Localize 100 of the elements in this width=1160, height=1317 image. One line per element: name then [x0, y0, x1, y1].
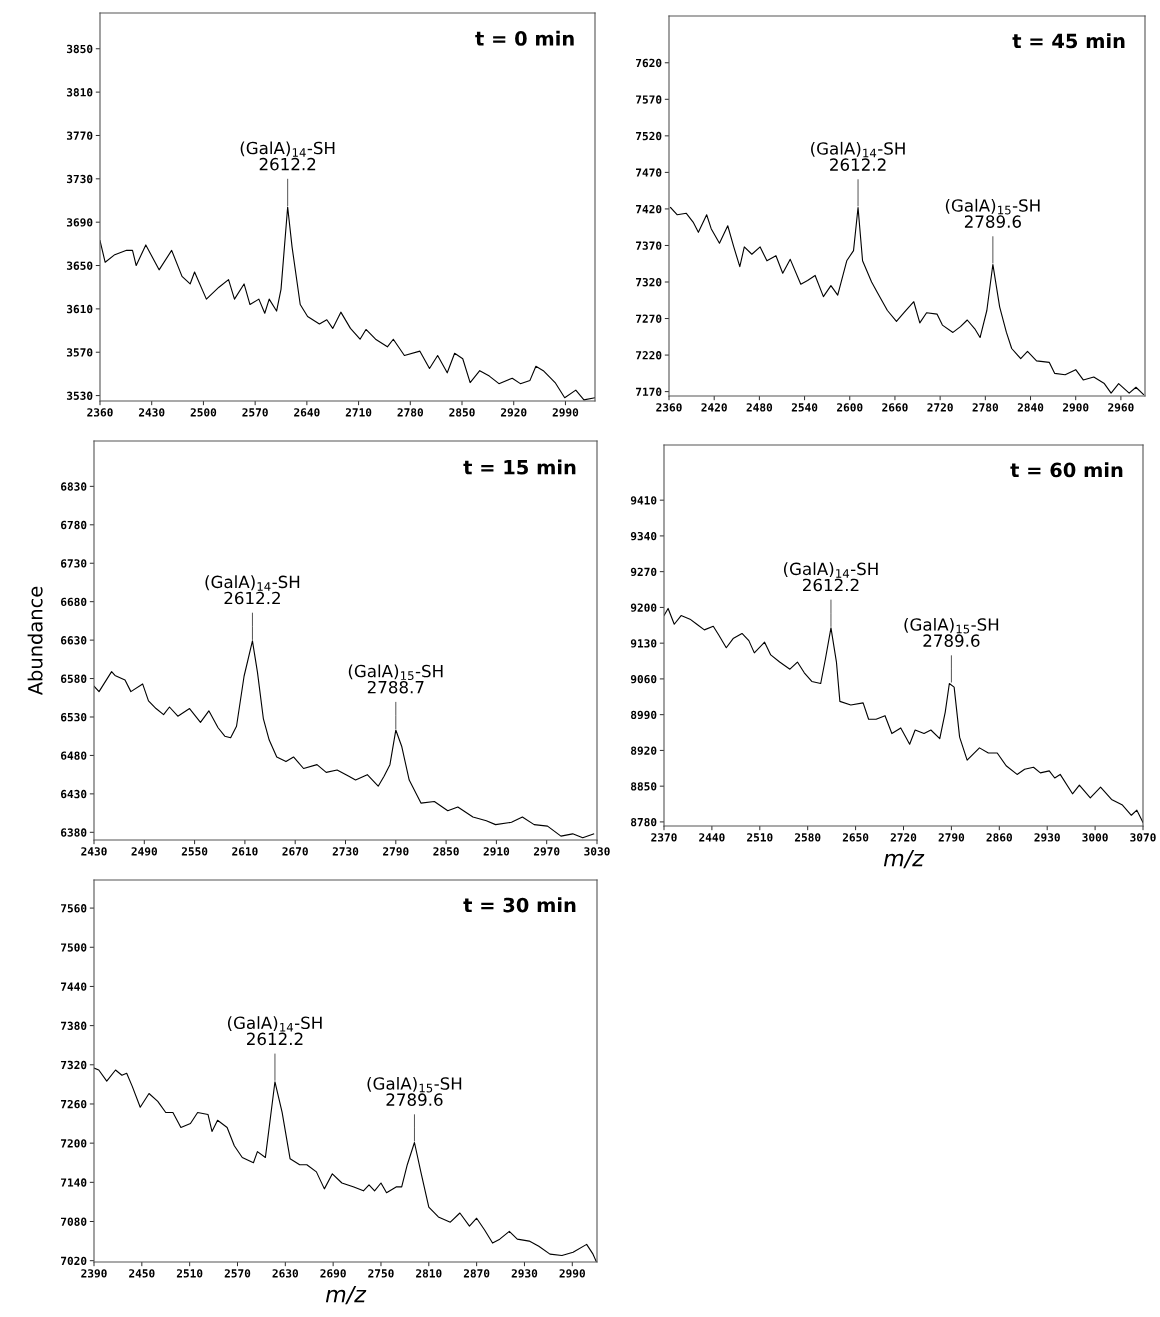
y-tick-label: 9410	[630, 496, 657, 505]
y-tick-label: 3810	[66, 88, 93, 97]
x-tick-label: 2480	[746, 403, 773, 412]
x-tick-label: 2510	[747, 833, 773, 842]
x-tick-label: 2970	[533, 847, 560, 856]
annotation: (GalA)$_{15}$-SH 2789.6	[904, 617, 999, 647]
y-tick-label: 7080	[61, 1217, 87, 1226]
x-tick-label: 2990	[559, 1269, 585, 1278]
y-tick-label: 3730	[66, 174, 93, 184]
x-tick-label: 2540	[791, 403, 818, 412]
x-tick-label: 2500	[190, 408, 217, 417]
annotation: (GalA)$_{15}$-SH 2789.6	[367, 1076, 462, 1106]
y-tick-label: 6530	[61, 712, 87, 722]
x-tick-label: 2870	[463, 1269, 490, 1278]
x-tick-label: 2990	[552, 408, 579, 417]
x-tick-label: 2840	[1017, 403, 1044, 412]
y-tick-label: 6680	[61, 597, 87, 607]
x-tick-label: 2420	[701, 403, 727, 412]
x-tick-label: 2430	[81, 847, 107, 856]
x-tick-label: 2780	[397, 408, 424, 417]
y-tick-label: 7500	[61, 943, 87, 952]
y-tick-label: 7470	[636, 168, 662, 177]
x-tick-label: 2650	[842, 833, 869, 842]
y-tick-label: 8920	[631, 746, 657, 755]
annotation: (GalA)$_{15}$-SH 2788.7	[348, 664, 443, 694]
y-tick-label: 8780	[631, 817, 657, 827]
x-tick-label: 2810	[416, 1269, 442, 1278]
x-tick-label: 2910	[483, 847, 510, 856]
y-tick-label: 3530	[66, 391, 93, 400]
y-tick-label: 3650	[66, 261, 93, 270]
x-tick-label: 2580	[794, 833, 821, 842]
text: t = 30 min	[463, 897, 576, 913]
x-tick-label: 2790	[383, 847, 409, 856]
x-tick-label: 2710	[345, 408, 372, 417]
annotation: (GalA)$_{14}$-SH 2612.2	[783, 562, 878, 592]
y-tick-label: 7620	[636, 58, 662, 68]
y-tick-label: 6380	[61, 828, 87, 837]
x-tick-label: 2690	[320, 1269, 346, 1278]
x-tick-label: 2960	[1108, 403, 1134, 412]
x-tick-label: 2360	[656, 403, 682, 412]
x-axis-title: m/z	[325, 1285, 367, 1305]
y-tick-label: 6430	[61, 789, 87, 799]
y-tick-label: 8990	[631, 710, 657, 720]
x-tick-label: 2510	[176, 1269, 203, 1278]
x-tick-label: 2390	[81, 1269, 107, 1278]
text: t = 0 min	[475, 30, 574, 46]
y-tick-label: 6630	[61, 636, 87, 645]
y-tick-label: 6480	[61, 751, 87, 760]
x-tick-label: 2930	[511, 1269, 538, 1278]
y-tick-label: 7520	[636, 131, 662, 141]
y-tick-label: 9200	[630, 603, 657, 612]
x-tick-label: 2450	[129, 1269, 155, 1278]
x-tick-label: 2860	[986, 833, 1013, 842]
x-tick-label: 2930	[1034, 833, 1060, 842]
y-tick-label: 7320	[636, 277, 662, 287]
x-tick-label: 2790	[938, 833, 965, 842]
y-tick-label: 7380	[61, 1021, 87, 1030]
line-series	[664, 607, 1143, 823]
text: t = 60 min	[1010, 462, 1123, 478]
x-tick-label: 3030	[584, 847, 610, 856]
y-tick-label: 9340	[630, 531, 657, 541]
y-axis-title: Abundance	[27, 586, 43, 696]
y-tick-label: 3770	[66, 131, 93, 140]
x-tick-label: 2640	[294, 408, 320, 417]
x-tick-label: 3070	[1130, 833, 1156, 842]
x-tick-label: 2720	[890, 833, 917, 842]
y-tick-label: 6730	[61, 559, 87, 568]
x-tick-label: 2570	[242, 408, 268, 417]
y-tick-label: 9060	[630, 674, 657, 684]
y-tick-label: 3850	[66, 44, 93, 54]
x-tick-label: 2780	[972, 403, 999, 412]
y-tick-label: 7560	[61, 904, 87, 913]
x-axis-title: m/z	[883, 849, 925, 869]
y-tick-label: 7220	[636, 351, 662, 360]
x-tick-label: 2660	[882, 403, 908, 412]
annotation: (GalA)$_{15}$-SH 2789.6	[945, 198, 1040, 228]
y-tick-label: 6830	[61, 482, 87, 491]
annotation: (GalA)$_{14}$-SH 2612.2	[811, 141, 905, 171]
y-tick-label: 7200	[61, 1139, 87, 1148]
y-tick-label: 7140	[61, 1178, 87, 1187]
y-tick-label: 9270	[630, 567, 657, 577]
y-tick-label: 6580	[61, 674, 87, 683]
y-tick-label: 3570	[66, 348, 93, 357]
y-tick-label: 7420	[636, 204, 662, 214]
y-tick-label: 7170	[636, 387, 662, 396]
x-tick-label: 2630	[272, 1269, 299, 1278]
x-tick-label: 2550	[181, 847, 208, 856]
x-tick-label: 2370	[651, 833, 677, 842]
x-tick-label: 2440	[699, 833, 725, 842]
x-tick-label: 2730	[332, 847, 359, 856]
x-tick-label: 2360	[87, 408, 113, 417]
x-tick-label: 2850	[449, 408, 475, 417]
x-tick-label: 2570	[224, 1269, 251, 1278]
x-tick-label: 2900	[1062, 403, 1089, 412]
y-tick-label: 7320	[61, 1060, 87, 1070]
y-tick-label: 7270	[636, 314, 662, 323]
y-tick-label: 7020	[61, 1256, 87, 1266]
y-tick-label: 8850	[631, 782, 657, 791]
annotation: (GalA)$_{14}$-SH 2612.2	[227, 1016, 322, 1046]
y-tick-label: 6780	[61, 520, 87, 530]
